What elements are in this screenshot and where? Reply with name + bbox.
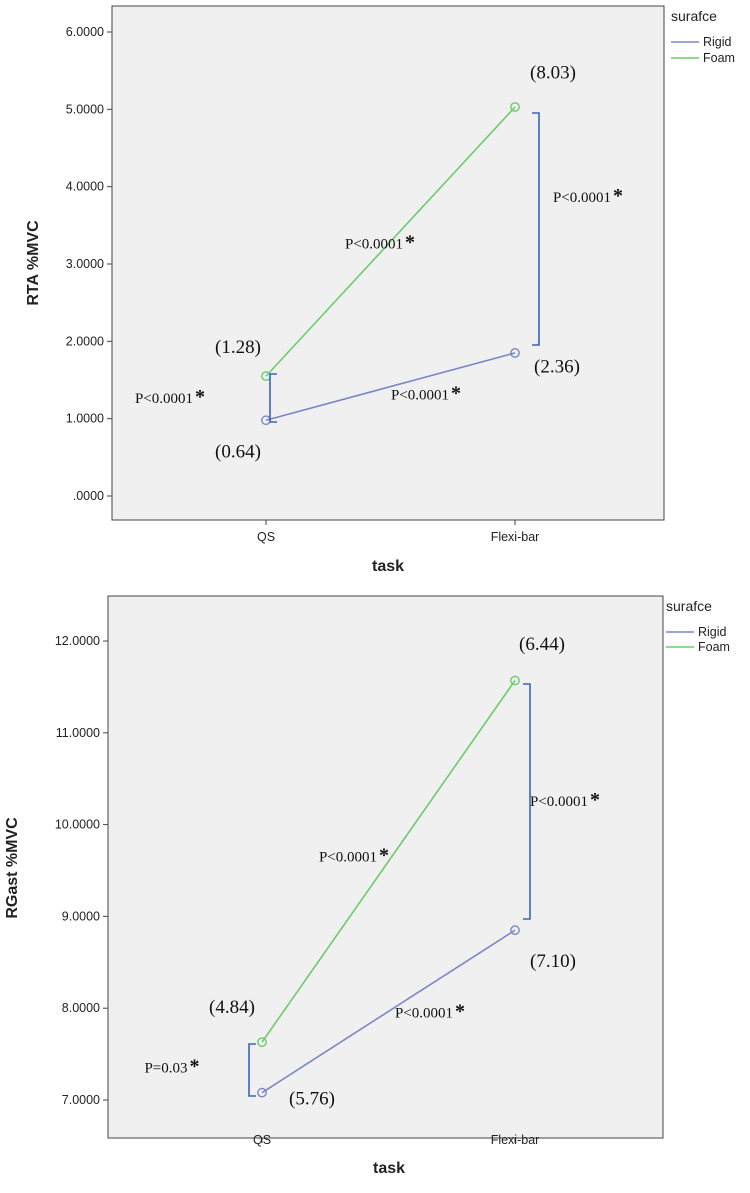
significance-bracket bbox=[248, 1043, 256, 1097]
sd-label: (7.10) bbox=[530, 951, 576, 972]
y-tick-label: 8.0000 bbox=[62, 1001, 100, 1015]
legend-label-rigid: Rigid bbox=[698, 625, 727, 639]
legend: Rigid Foam bbox=[671, 35, 735, 65]
significance-bracket bbox=[523, 683, 531, 920]
legend-label-foam: Foam bbox=[698, 640, 730, 654]
data-point-rigid bbox=[510, 348, 520, 358]
significance-bracket bbox=[532, 112, 540, 346]
y-tick-label: 2.0000 bbox=[66, 334, 104, 348]
sd-label: (0.64) bbox=[215, 441, 261, 462]
sd-label: (5.76) bbox=[289, 1089, 335, 1110]
legend-title: surafce bbox=[666, 598, 712, 614]
series-line-foam bbox=[265, 106, 516, 377]
y-axis-title: RTA %MVC bbox=[25, 220, 42, 306]
p-value-label: P=0.03 * bbox=[144, 1055, 199, 1077]
data-point-foam bbox=[257, 1037, 267, 1048]
y-tick-label: 9.0000 bbox=[62, 909, 100, 923]
y-tick-label: 6.0000 bbox=[66, 25, 104, 39]
legend-title: surafce bbox=[671, 8, 717, 24]
x-axis-title: task bbox=[372, 558, 404, 575]
data-point-foam bbox=[510, 675, 520, 686]
y-tick-label: 10.0000 bbox=[55, 818, 100, 832]
legend-label-rigid: Rigid bbox=[703, 35, 732, 49]
sd-label: (2.36) bbox=[534, 356, 580, 377]
significance-bracket bbox=[269, 373, 277, 423]
data-point-foam bbox=[510, 102, 520, 112]
series-line-rigid bbox=[265, 352, 516, 421]
y-tick-label: 5.0000 bbox=[66, 102, 104, 116]
x-tick-label: Flexi-bar bbox=[491, 1133, 540, 1147]
p-value-label: P<0.0001 * bbox=[319, 844, 389, 866]
y-tick-label: 1.0000 bbox=[66, 412, 104, 426]
p-value-label: P<0.0001 * bbox=[553, 185, 623, 207]
sd-label: (4.84) bbox=[209, 997, 255, 1018]
p-value-label: P<0.0001 * bbox=[530, 789, 600, 811]
p-value-label: P<0.0001 * bbox=[391, 382, 461, 404]
y-tick-label: 4.0000 bbox=[66, 180, 104, 194]
p-value-label: P<0.0001 * bbox=[345, 232, 415, 254]
y-tick-label: 7.0000 bbox=[62, 1093, 100, 1107]
p-value-label: P<0.0001 * bbox=[395, 1000, 465, 1022]
y-tick-label: 12.0000 bbox=[55, 634, 100, 648]
x-tick-label: Flexi-bar bbox=[491, 530, 540, 544]
x-tick-label: QS bbox=[257, 530, 275, 544]
legend-label-foam: Foam bbox=[703, 51, 735, 65]
x-tick-label: QS bbox=[253, 1133, 271, 1147]
plot-area bbox=[111, 5, 665, 521]
data-point-rigid bbox=[510, 925, 520, 936]
series-line-foam bbox=[261, 680, 516, 1043]
y-axis-title: RGast %MVC bbox=[4, 817, 21, 919]
x-axis-title: task bbox=[373, 1160, 405, 1177]
chart-rta: RTA %MVC task surafce Rigid Foam .0000 1.0… bbox=[25, 5, 735, 575]
sd-label: (1.28) bbox=[215, 337, 261, 358]
sd-label: (6.44) bbox=[519, 634, 565, 655]
sd-label: (8.03) bbox=[530, 62, 576, 83]
p-value-label: P<0.0001 * bbox=[135, 386, 205, 408]
y-tick-label: 3.0000 bbox=[66, 257, 104, 271]
y-tick-label: .0000 bbox=[73, 489, 104, 503]
data-point-rigid bbox=[257, 1087, 267, 1098]
series-line-rigid bbox=[261, 929, 516, 1094]
y-tick-label: 11.0000 bbox=[56, 726, 100, 740]
